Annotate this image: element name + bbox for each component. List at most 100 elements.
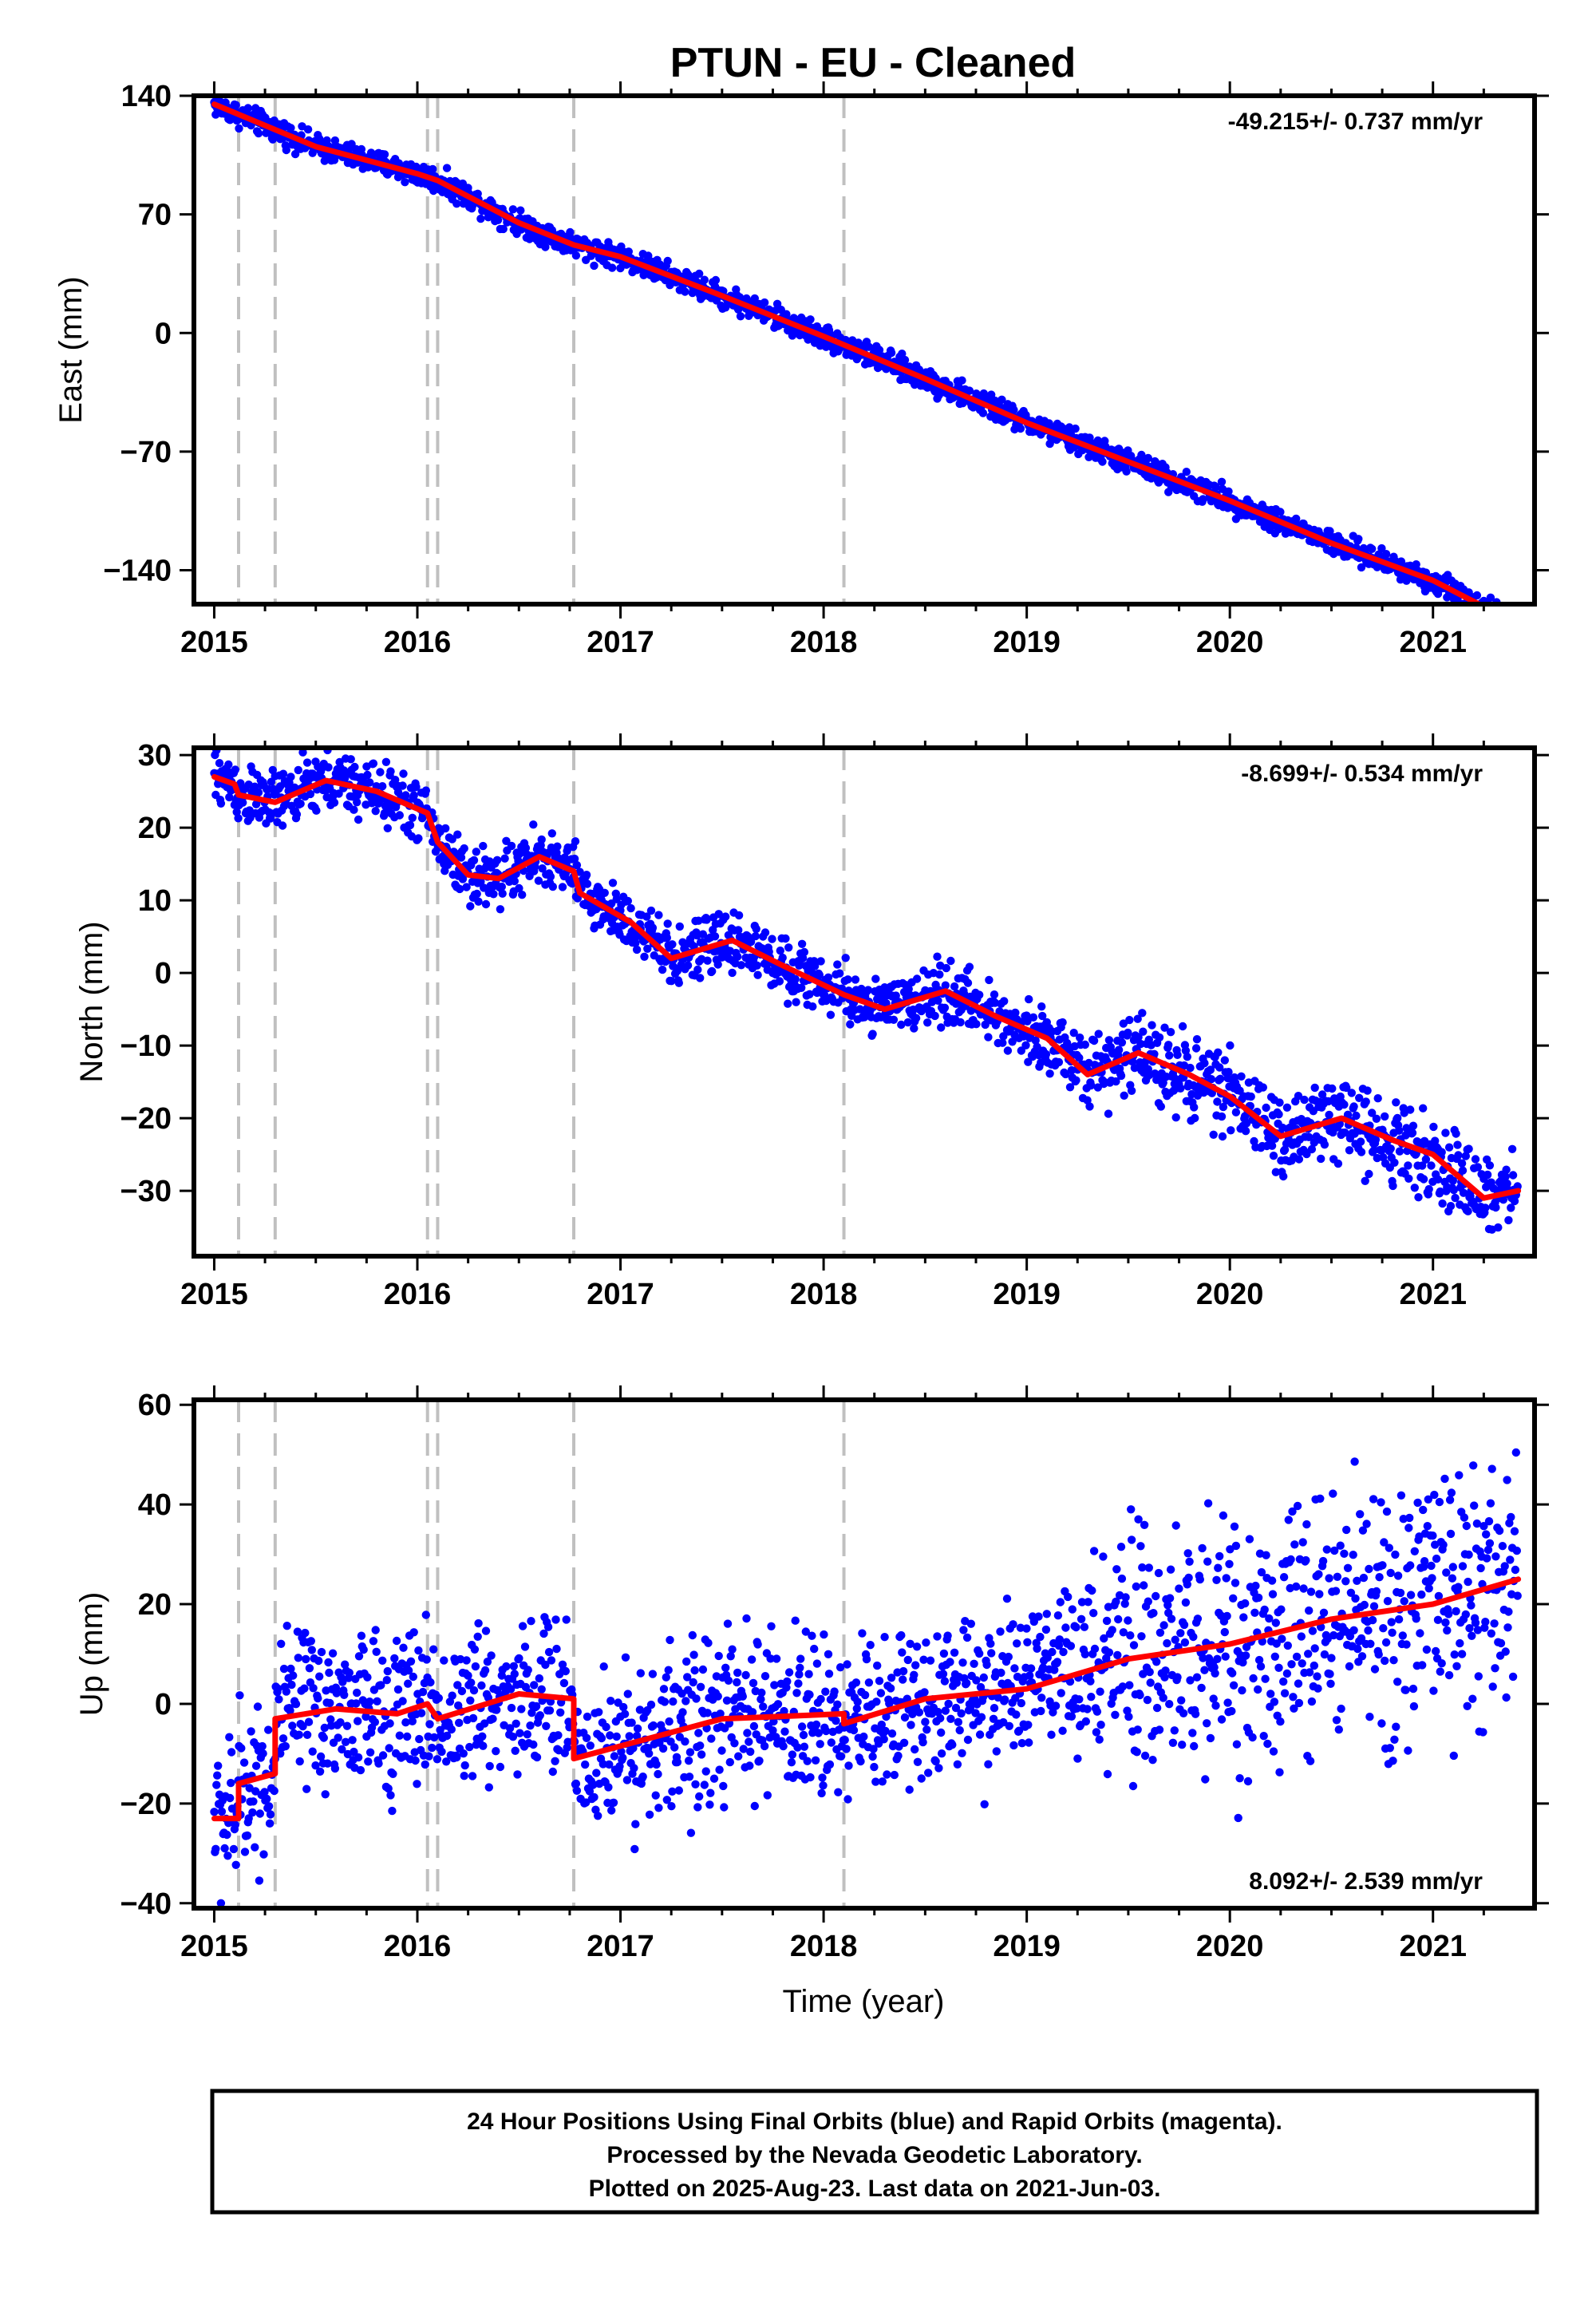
up-point (1112, 1597, 1120, 1607)
up-point (796, 1654, 805, 1663)
up-point (425, 1752, 433, 1761)
north-point (1215, 1063, 1224, 1072)
north-point (1191, 1113, 1199, 1123)
up-point (992, 1747, 1001, 1756)
up-point (1089, 1609, 1098, 1618)
north-point (693, 965, 702, 974)
up-point (531, 1701, 541, 1711)
north-point (1381, 1112, 1389, 1121)
east-point (1354, 535, 1363, 543)
up-point (338, 1678, 347, 1686)
north-point (294, 765, 302, 775)
north-point (1389, 1181, 1397, 1191)
up-point (834, 1788, 843, 1796)
up-point (1155, 1725, 1164, 1734)
up-point (746, 1747, 755, 1757)
up-point (1125, 1681, 1134, 1690)
up-point (543, 1622, 553, 1631)
east-point (898, 350, 907, 358)
north-point (376, 768, 385, 777)
up-point (797, 1722, 807, 1731)
up-point (505, 1724, 515, 1733)
up-point (1112, 1565, 1121, 1574)
east-y-tick-label: 0 (155, 317, 172, 350)
north-point (225, 792, 234, 802)
up-point (1179, 1620, 1189, 1630)
up-point (1013, 1639, 1021, 1648)
up-point (1009, 1620, 1017, 1629)
north-point (234, 814, 243, 823)
up-point (630, 1764, 638, 1773)
east-x-tick-label: 2021 (1399, 626, 1467, 659)
north-point (1120, 1091, 1128, 1101)
up-point (275, 1695, 283, 1704)
north-point (1494, 1223, 1503, 1232)
up-point (1056, 1598, 1065, 1607)
north-point (612, 895, 621, 903)
up-point (715, 1765, 724, 1774)
up-point (539, 1629, 548, 1638)
up-point (408, 1717, 417, 1725)
north-point (1404, 1161, 1412, 1170)
up-point (755, 1757, 764, 1765)
up-point (442, 1731, 452, 1741)
north-point (775, 977, 784, 986)
east-x-tick-label: 2015 (180, 626, 248, 659)
up-point (1139, 1670, 1148, 1678)
north-point (654, 911, 663, 919)
north-point (354, 815, 363, 824)
up-point (466, 1696, 475, 1705)
up-point (773, 1700, 783, 1709)
up-point (1140, 1520, 1149, 1530)
up-point (1166, 1565, 1175, 1574)
up-point (1066, 1642, 1076, 1650)
north-point (371, 807, 380, 816)
north-point (1437, 1148, 1446, 1156)
north-x-tick-label: 2021 (1399, 1278, 1467, 1311)
east-point (1071, 424, 1080, 433)
up-point (1140, 1751, 1150, 1761)
north-point (546, 872, 555, 881)
up-point (1025, 1671, 1034, 1680)
up-point (962, 1678, 971, 1688)
north-point (1458, 1166, 1468, 1175)
up-point (906, 1639, 915, 1648)
up-point (877, 1720, 887, 1729)
up-point (662, 1796, 671, 1804)
up-point (1159, 1694, 1167, 1702)
north-point (1065, 1083, 1075, 1092)
north-plot-area (210, 748, 1522, 1256)
east-y-axis-label: East (mm) (53, 276, 89, 423)
north-point (1217, 1112, 1227, 1121)
up-point (418, 1687, 428, 1697)
east-point (1486, 593, 1495, 602)
up-point (719, 1781, 728, 1791)
up-point (937, 1728, 946, 1737)
up-point (474, 1618, 483, 1628)
up-point (872, 1697, 881, 1706)
east-point (1501, 611, 1509, 619)
up-point (620, 1709, 630, 1718)
up-point (636, 1669, 645, 1678)
up-point (510, 1670, 519, 1678)
up-point (804, 1670, 813, 1678)
north-point (1237, 1072, 1246, 1081)
up-point (954, 1717, 963, 1726)
up-point (235, 1691, 244, 1700)
up-point (1133, 1725, 1142, 1734)
up-point (733, 1668, 742, 1678)
north-point (1452, 1129, 1460, 1138)
north-point (521, 844, 531, 852)
east-point (508, 205, 518, 214)
up-point (480, 1719, 489, 1728)
up-point (212, 1780, 221, 1789)
up-point (1198, 1543, 1207, 1553)
up-point (621, 1653, 630, 1662)
up-point (1113, 1650, 1122, 1660)
north-point (1279, 1172, 1288, 1181)
north-point (583, 879, 592, 888)
north-x-tick-label: 2019 (993, 1278, 1061, 1311)
north-point (286, 773, 295, 781)
up-point (638, 1773, 647, 1781)
up-point (1170, 1726, 1179, 1735)
